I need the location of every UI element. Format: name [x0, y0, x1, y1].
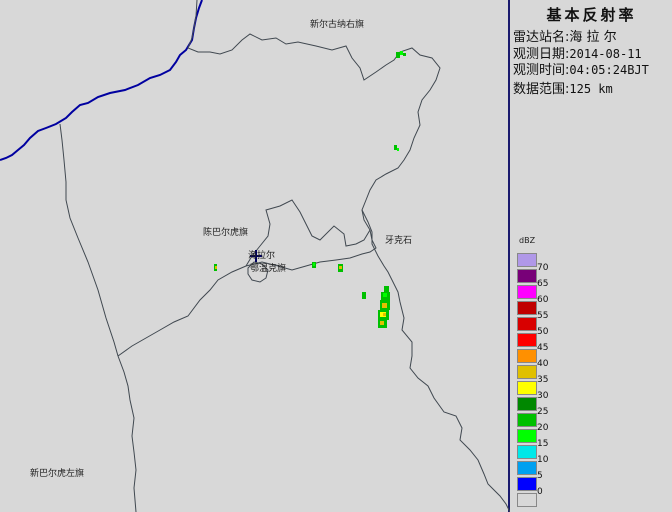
station-value: 海 拉 尔 — [569, 30, 617, 45]
info-panel: 基本反射率 雷达站名:海 拉 尔 观测日期:2014-08-11 观测时间:04… — [511, 0, 672, 512]
place-label-chenbaerhuqi: 陈巴尔虎旗 — [203, 228, 249, 238]
time-label: 观测时间: — [513, 63, 570, 78]
legend-label: 40 — [537, 359, 549, 369]
legend-label: 20 — [537, 423, 549, 433]
county-border-chenbaerhu-east — [245, 199, 371, 267]
county-border-central — [117, 209, 377, 357]
plus-marker-icon — [250, 250, 262, 262]
county-border-north — [187, 0, 510, 512]
legend-label: 70 — [537, 263, 549, 273]
echo-cluster-north — [396, 51, 406, 58]
legend-swatch — [517, 413, 537, 427]
place-label-yakeshi: 牙克石 — [385, 236, 413, 246]
legend-label: 5 — [537, 471, 543, 481]
echo-cluster-west — [214, 264, 217, 271]
county-border-west — [59, 123, 119, 357]
legend-swatch — [517, 349, 537, 363]
legend-swatch — [517, 445, 537, 459]
legend-swatch — [517, 429, 537, 443]
legend-swatch — [517, 269, 537, 283]
legend-swatch — [517, 397, 537, 411]
date-label: 观测日期: — [513, 47, 570, 62]
range-value: 125 km — [569, 82, 613, 96]
legend-label: 50 — [537, 327, 549, 337]
legend-label: 10 — [537, 455, 549, 465]
legend-swatch — [517, 301, 537, 315]
product-title: 基本反射率 — [546, 6, 637, 24]
echo-cluster-northeast — [394, 145, 399, 151]
legend-swatch — [517, 317, 537, 331]
legend-swatch — [517, 333, 537, 347]
county-border-south — [117, 355, 137, 512]
legend-label: 55 — [537, 311, 549, 321]
time-value: 04:05:24BJT — [569, 63, 649, 77]
legend-swatch — [517, 461, 537, 475]
echo-cluster-yakeshi-south — [362, 286, 390, 328]
legend-label: 65 — [537, 279, 549, 289]
legend-swatch — [517, 493, 537, 507]
legend-swatch — [517, 253, 537, 267]
place-label-ewenke: 鄂温克旗 — [250, 264, 287, 274]
city-boundary — [247, 261, 269, 283]
legend-label: 35 — [537, 375, 549, 385]
legend-label: 25 — [537, 407, 549, 417]
legend-swatch — [517, 285, 537, 299]
map-borders — [0, 0, 510, 512]
echo-cluster-mid2 — [338, 264, 343, 272]
date-row: 观测日期:2014-08-11 — [513, 46, 642, 63]
place-label-hailaer: 海拉尔 — [248, 251, 276, 261]
legend-label: 0 — [537, 487, 543, 497]
legend-unit: dBZ — [519, 236, 536, 245]
echo-cluster-mid1 — [312, 262, 316, 268]
legend-label: 30 — [537, 391, 549, 401]
station-label: 雷达站名: — [513, 30, 570, 45]
place-label-xinzuo: 新巴尔虎左旗 — [30, 469, 85, 479]
legend-label: 60 — [537, 295, 549, 305]
date-value: 2014-08-11 — [569, 47, 642, 61]
radar-echoes — [214, 51, 406, 328]
legend-swatch — [517, 477, 537, 491]
station-row: 雷达站名:海 拉 尔 — [513, 30, 617, 46]
place-label-xinyou: 新尔古纳右旗 — [310, 20, 365, 30]
legend-label: 45 — [537, 343, 549, 353]
time-row: 观测时间:04:05:24BJT — [513, 62, 649, 79]
legend-swatch — [517, 365, 537, 379]
range-label: 数据范围: — [513, 82, 570, 97]
radar-map: 新尔古纳右旗 陈巴尔虎旗 海拉尔 鄂温克旗 牙克石 新巴尔虎左旗 — [0, 0, 510, 512]
legend-label: 15 — [537, 439, 549, 449]
legend-swatch — [517, 381, 537, 395]
range-row: 数据范围:125 km — [513, 81, 613, 98]
